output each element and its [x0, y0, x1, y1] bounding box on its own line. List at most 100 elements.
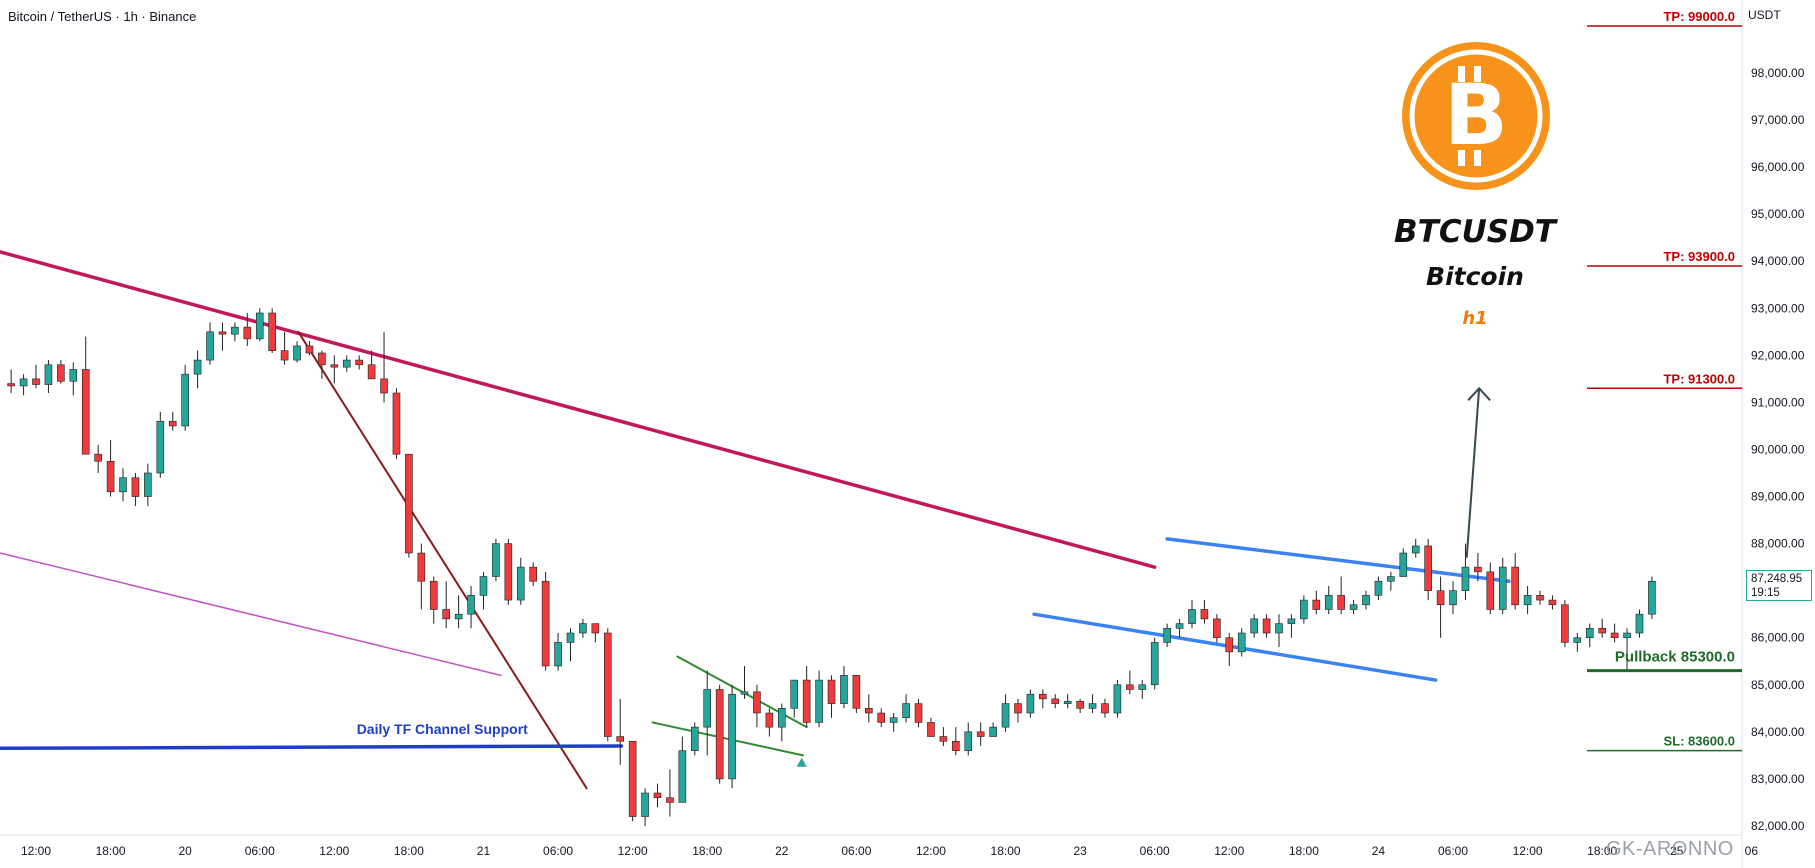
- y-tick-label: 90,000.00: [1751, 442, 1805, 456]
- x-tick-label: 18:00: [1587, 844, 1617, 858]
- steep-trend-line: [297, 330, 588, 790]
- x-tick-label: 06: [1745, 844, 1759, 858]
- candle-body: [1026, 693, 1035, 714]
- candle-body: [44, 364, 53, 385]
- candle-body: [865, 708, 873, 714]
- candle-body: [417, 552, 426, 582]
- y-tick-label: 95,000.00: [1751, 207, 1805, 221]
- candle-body: [1374, 580, 1383, 596]
- y-tick-label: 84,000.00: [1751, 725, 1805, 739]
- candle-body: [939, 736, 948, 742]
- candle-body: [690, 726, 699, 751]
- y-tick-label: 82,000.00: [1751, 819, 1805, 833]
- candle-body: [579, 623, 587, 634]
- candle-body: [1585, 628, 1594, 639]
- candle-body: [156, 420, 165, 474]
- candle-body: [1014, 703, 1022, 714]
- x-tick-label: 06:00: [543, 844, 573, 858]
- candle-body: [1113, 684, 1122, 714]
- candle-body: [1213, 618, 1221, 639]
- candle-body: [1200, 609, 1209, 620]
- candle-body: [1461, 566, 1470, 591]
- level-label-tp: TP: 93900.0: [1663, 249, 1735, 264]
- x-tick-label: 18:00: [692, 844, 722, 858]
- candle-body: [231, 326, 239, 335]
- candle-body: [1536, 595, 1544, 601]
- candle-body: [802, 679, 811, 723]
- candle-body: [1449, 590, 1457, 606]
- x-tick-label: 24: [1372, 844, 1386, 858]
- candle-body: [616, 736, 625, 742]
- candle-body: [7, 383, 15, 387]
- bar-countdown: 19:15: [1751, 587, 1780, 599]
- candle-body: [1598, 628, 1606, 634]
- current-price: 87,248.95: [1751, 573, 1803, 585]
- projection-arrow-head: [1467, 386, 1491, 401]
- candle-body: [1436, 590, 1445, 606]
- candle-body: [827, 679, 836, 704]
- candle-body: [69, 369, 78, 382]
- y-tick-label: 91,000.00: [1751, 395, 1805, 409]
- candle-body: [715, 689, 724, 780]
- chart-header: Bitcoin / TetherUS · 1h · Binance: [8, 9, 197, 24]
- bitcoin-logo-icon: B: [1400, 40, 1552, 192]
- level-label-tp: TP: 91300.0: [1663, 371, 1735, 386]
- candle-body: [367, 364, 376, 380]
- candle-body: [1101, 703, 1109, 714]
- level-label-sl: SL: 83600.0: [1663, 734, 1735, 749]
- candle-body: [330, 364, 339, 368]
- candle-body: [1063, 700, 1072, 704]
- main-downtrend-line: [0, 250, 1157, 569]
- candle-body: [1163, 628, 1171, 643]
- x-tick-label: 12:00: [1513, 844, 1543, 858]
- channel-upper-line: [1165, 537, 1511, 583]
- y-tick-label: 92,000.00: [1751, 348, 1805, 362]
- candle-body: [492, 543, 500, 577]
- candle-body: [1088, 703, 1097, 709]
- candle-body: [168, 420, 177, 427]
- candle-body: [666, 797, 674, 803]
- candle-body: [1262, 618, 1271, 634]
- candle-body: [1623, 632, 1631, 639]
- y-tick-label: 98,000.00: [1751, 66, 1805, 80]
- x-tick-label: 22: [775, 844, 789, 858]
- candle-body: [1561, 604, 1569, 643]
- candle-body: [927, 722, 935, 737]
- candle-body: [753, 691, 761, 714]
- y-tick-label: 88,000.00: [1751, 537, 1805, 551]
- candle-body: [653, 792, 662, 799]
- candle-body: [1126, 684, 1134, 690]
- candle-body: [280, 350, 289, 361]
- currency-label[interactable]: USDT: [1748, 8, 1781, 22]
- candle-body: [1474, 566, 1482, 573]
- candle-body: [1250, 618, 1258, 634]
- candle-body: [355, 359, 363, 366]
- x-tick-label: 06:00: [245, 844, 275, 858]
- candle-body: [1175, 623, 1184, 629]
- y-tick-label: 97,000.00: [1751, 113, 1805, 127]
- candle-body: [1001, 703, 1010, 728]
- pair-title: BTCUSDT: [1394, 214, 1556, 250]
- current-price-tag: 87,248.95 19:15: [1746, 570, 1812, 601]
- candle-body: [1387, 576, 1395, 582]
- y-tick-label: 83,000.00: [1751, 772, 1805, 786]
- y-tick-label: 86,000.00: [1751, 631, 1805, 645]
- candle-body: [479, 576, 488, 596]
- x-tick-label: 18:00: [1289, 844, 1319, 858]
- x-tick-label: 12:00: [1214, 844, 1244, 858]
- candle-body: [1312, 599, 1321, 610]
- candle-body: [467, 595, 475, 615]
- x-tick-label: 23: [1073, 844, 1087, 858]
- candle-body: [1648, 580, 1656, 615]
- candle-body: [392, 392, 401, 455]
- candle-body: [703, 689, 712, 728]
- candle-body: [790, 679, 799, 709]
- x-tick-label: 12:00: [319, 844, 349, 858]
- x-tick-label: 21: [477, 844, 491, 858]
- candle-body: [566, 632, 575, 643]
- candle-body: [628, 740, 637, 817]
- candle-body: [877, 712, 886, 723]
- candle-body: [454, 613, 463, 620]
- candle-body: [81, 369, 90, 455]
- candle-body: [218, 331, 227, 335]
